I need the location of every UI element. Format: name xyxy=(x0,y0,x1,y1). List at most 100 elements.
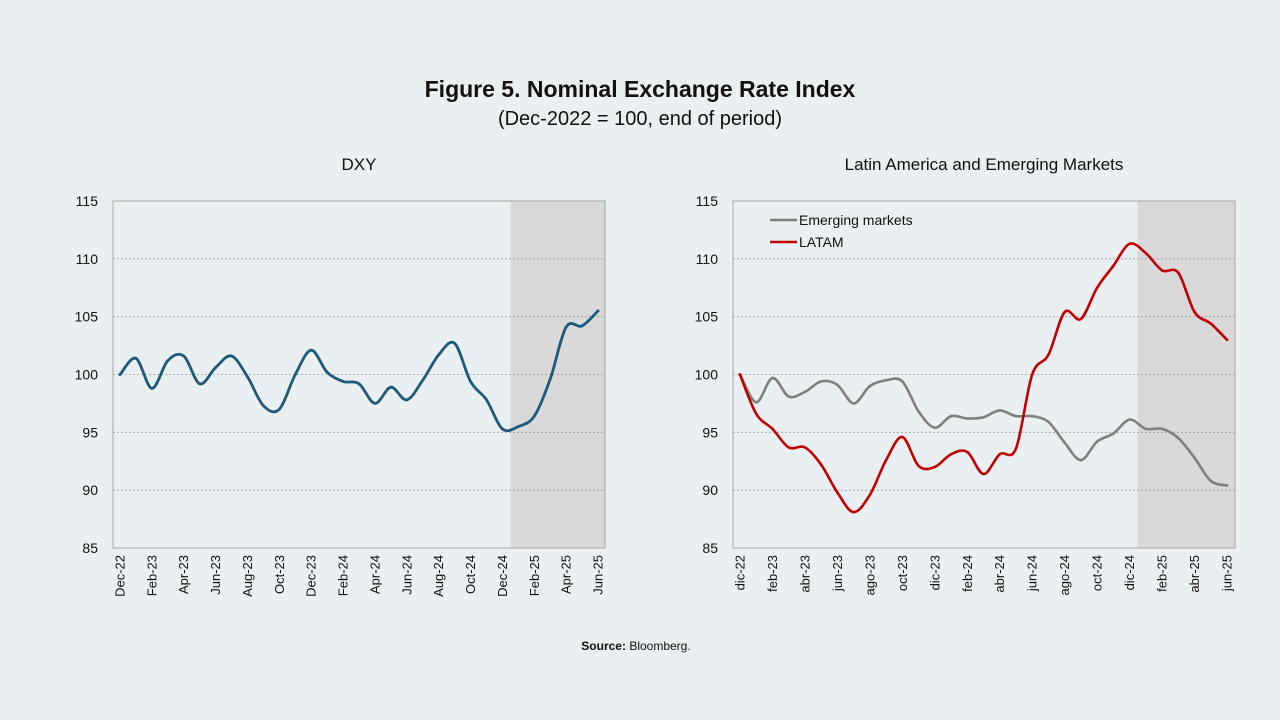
latam-em-data-point-emerging-markets xyxy=(982,416,985,419)
dxy-data-point-dxy xyxy=(580,324,584,328)
latam-em-data-point-emerging-markets xyxy=(1014,414,1018,418)
latam-em-x-tick-label: jun-23 xyxy=(830,555,845,592)
figure-subtitle: (Dec-2022 = 100, end of period) xyxy=(497,108,783,130)
latam-em-data-point-emerging-markets xyxy=(1095,440,1099,443)
dxy-data-point-dxy xyxy=(246,375,249,379)
dxy-x-tick-label: Feb-24 xyxy=(336,555,351,596)
latam-em-legend-label: Emerging markets xyxy=(799,212,913,228)
latam-em-data-point-latam xyxy=(949,453,953,456)
source-note: Source: Bloomberg. xyxy=(0,639,1272,653)
latam-em-data-point-latam xyxy=(1225,338,1229,342)
dxy-x-tick-label: Dec-23 xyxy=(304,555,319,597)
latam-em-data-point-emerging-markets xyxy=(803,390,807,394)
latam-em-data-point-latam xyxy=(982,472,985,476)
latam-em-data-point-emerging-markets xyxy=(1079,458,1083,462)
dxy-data-point-dxy xyxy=(166,359,170,362)
latam-em-x-tick-label: dic-22 xyxy=(733,555,748,590)
dxy-x-tick-label: Jun-25 xyxy=(591,555,606,595)
source-label: Source: xyxy=(581,639,626,653)
dxy-data-point-dxy xyxy=(501,427,504,431)
dxy-x-tick-label: Jun-23 xyxy=(208,555,223,595)
latam-em-data-point-latam xyxy=(917,464,920,468)
latam-em-data-point-latam xyxy=(901,435,904,439)
latam-em-data-point-latam xyxy=(1128,242,1131,246)
dxy-x-tick-label: Apr-23 xyxy=(176,555,191,594)
dxy-data-point-dxy xyxy=(516,425,520,428)
latam-em-data-point-latam xyxy=(1014,447,1018,450)
dxy-data-point-dxy xyxy=(182,354,186,358)
latam-em-x-tick-label: abr-23 xyxy=(797,555,812,593)
latam-em-data-point-latam xyxy=(933,465,937,469)
latam-em-data-point-emerging-markets xyxy=(998,409,1001,412)
latam-em-data-point-emerging-markets xyxy=(1193,456,1196,460)
latam-em-data-point-emerging-markets xyxy=(901,380,904,383)
dxy-x-tick-label: Aug-24 xyxy=(431,555,446,597)
latam-em-data-point-latam xyxy=(1047,353,1050,357)
source-text: Bloomberg. xyxy=(625,639,691,653)
dxy-plot-frame xyxy=(112,200,606,549)
latam-em-data-point-emerging-markets xyxy=(836,383,839,387)
dxy-data-point-dxy xyxy=(437,353,441,357)
latam-em-data-point-emerging-markets xyxy=(1047,420,1050,424)
dxy-data-point-dxy xyxy=(564,325,568,329)
latam-em-y-tick-label: 110 xyxy=(696,251,719,267)
latam-em-x-tick-label: jun-24 xyxy=(1025,555,1040,592)
dxy-data-point-dxy xyxy=(421,378,425,382)
latam-em-data-point-emerging-markets xyxy=(917,410,920,413)
latam-em-data-point-emerging-markets xyxy=(868,384,872,388)
latam-em-legend-label: LATAM xyxy=(799,234,844,250)
latam-em-data-point-latam xyxy=(1063,310,1066,314)
dxy-data-point-dxy xyxy=(485,398,488,402)
latam-em-data-point-emerging-markets xyxy=(852,402,855,405)
dxy-data-point-dxy xyxy=(277,407,281,411)
latam-em-data-point-latam xyxy=(803,446,807,449)
latam-em-data-point-emerging-markets xyxy=(1112,432,1115,435)
latam-em-x-tick-label: jun-25 xyxy=(1220,555,1235,592)
dxy-x-tick-label: Oct-24 xyxy=(463,555,478,594)
dxy-x-tick-label: Dec-22 xyxy=(113,555,128,597)
latam-em-data-point-latam xyxy=(868,493,872,497)
latam-em-plot-frame xyxy=(732,200,1236,549)
latam-em-y-tick-label: 85 xyxy=(702,540,718,556)
dxy-data-point-dxy xyxy=(373,402,377,405)
latam-em-data-point-latam xyxy=(754,412,758,416)
latam-em-x-tick-label: dic-24 xyxy=(1122,555,1137,590)
figure-title: Figure 5. Nominal Exchange Rate Index xyxy=(424,76,856,102)
dxy-x-tick-label: Feb-23 xyxy=(144,555,159,596)
latam-em-x-tick-label: abr-24 xyxy=(992,555,1007,593)
latam-em-data-point-emerging-markets xyxy=(1128,418,1131,421)
dxy-data-point-dxy xyxy=(230,354,233,358)
latam-em-x-tick-label: ago-24 xyxy=(1057,555,1072,595)
dxy-y-tick-label: 115 xyxy=(76,193,99,209)
dxy-x-tick-label: Oct-23 xyxy=(272,555,287,594)
latam-em-x-tick-label: feb-25 xyxy=(1155,555,1170,592)
dxy-x-tick-label: Apr-24 xyxy=(367,555,382,594)
latam-em-y-tick-label: 90 xyxy=(702,482,718,498)
latam-em-data-point-emerging-markets xyxy=(966,417,969,420)
latam-em-data-point-latam xyxy=(966,450,969,454)
latam-em-x-tick-label: abr-25 xyxy=(1187,555,1202,593)
dxy-x-tick-label: Aug-23 xyxy=(240,555,255,597)
dxy-y-tick-label: 85 xyxy=(82,540,98,556)
dxy-data-point-dxy xyxy=(405,398,409,402)
dxy-data-point-dxy xyxy=(150,387,154,390)
latam-em-data-point-latam xyxy=(1209,322,1213,325)
latam-em-y-tick-label: 115 xyxy=(696,193,719,209)
dxy-y-tick-label: 90 xyxy=(82,482,98,498)
dxy-y-tick-label: 100 xyxy=(75,367,99,383)
dxy-x-tick-label: Dec-24 xyxy=(495,555,510,597)
dxy-data-point-dxy xyxy=(262,404,265,408)
latam-em-data-point-emerging-markets xyxy=(1030,414,1034,418)
latam-em-chart-title: Latin America and Emerging Markets xyxy=(844,155,1124,174)
latam-em-data-point-emerging-markets xyxy=(1177,436,1180,440)
latam-em-data-point-emerging-markets xyxy=(1225,484,1229,487)
dxy-x-tick-label: Feb-25 xyxy=(527,555,542,596)
dxy-y-tick-label: 105 xyxy=(75,309,99,325)
latam-em-data-point-latam xyxy=(771,427,774,431)
latam-em-data-point-emerging-markets xyxy=(771,376,774,380)
dxy-data-point-dxy xyxy=(198,382,202,386)
latam-em-data-point-emerging-markets xyxy=(1063,441,1066,445)
latam-em-data-point-latam xyxy=(819,463,823,467)
dxy-data-point-dxy xyxy=(214,366,218,369)
